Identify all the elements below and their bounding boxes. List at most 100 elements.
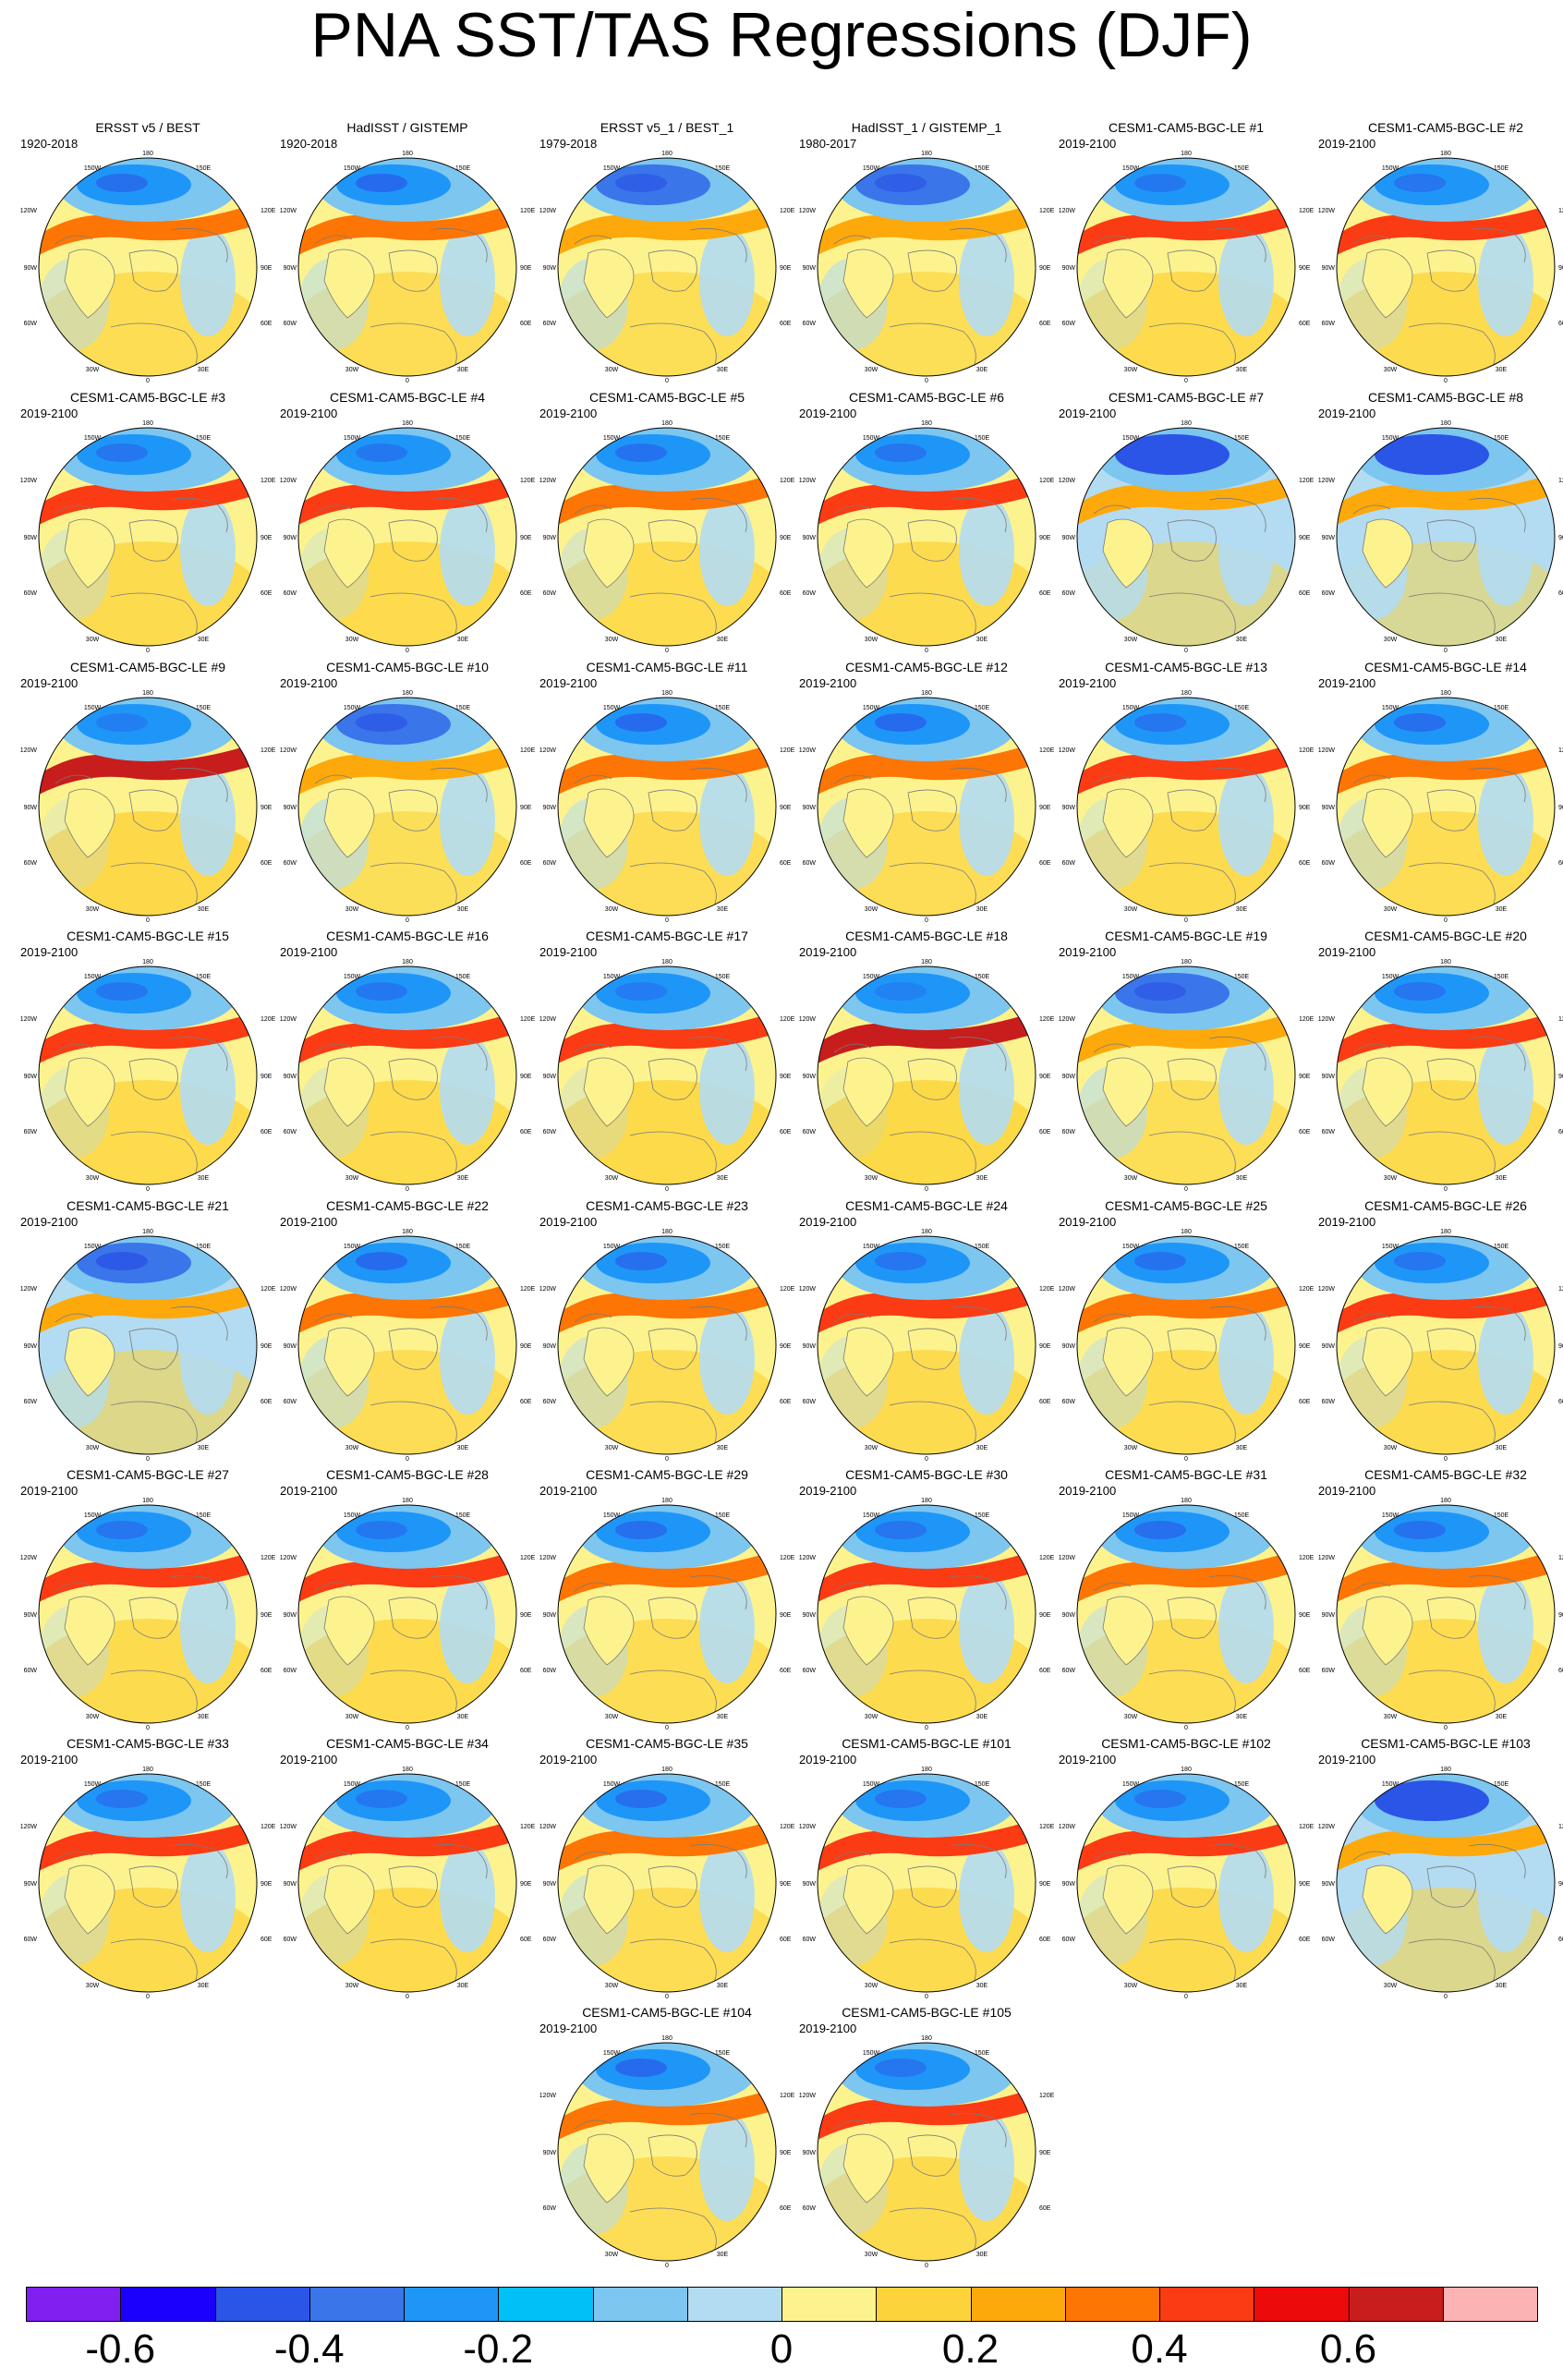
- svg-text:150W: 150W: [84, 974, 102, 980]
- svg-text:90W: 90W: [1322, 1074, 1336, 1080]
- svg-text:120E: 120E: [520, 1016, 536, 1023]
- svg-text:30W: 30W: [605, 2252, 619, 2258]
- svg-text:120W: 120W: [799, 1286, 817, 1293]
- svg-text:90W: 90W: [803, 265, 817, 272]
- polar-map: 180 150W 150E 120W 120E 90W 90E 60W 60E 30W 30E 0: [280, 1767, 536, 1998]
- svg-text:180: 180: [1440, 1498, 1451, 1504]
- svg-text:30W: 30W: [865, 906, 878, 913]
- svg-text:0: 0: [665, 378, 669, 382]
- svg-text:90E: 90E: [1039, 805, 1051, 811]
- svg-text:30E: 30E: [198, 906, 210, 913]
- svg-text:60E: 60E: [260, 1668, 273, 1674]
- svg-text:150W: 150W: [84, 1781, 102, 1788]
- svg-text:90E: 90E: [780, 805, 792, 811]
- svg-text:120W: 120W: [539, 1555, 557, 1561]
- panel-period: 2019-2100: [539, 1753, 598, 1767]
- svg-text:30W: 30W: [345, 1175, 359, 1182]
- svg-text:180: 180: [142, 1498, 153, 1504]
- polar-map: 180 150W 150E 120W 120E 90W 90E 60W 60E 30W 30E 0: [20, 1229, 276, 1461]
- svg-text:30E: 30E: [717, 906, 729, 913]
- svg-text:60W: 60W: [543, 860, 557, 867]
- svg-text:0: 0: [925, 378, 928, 382]
- svg-text:30W: 30W: [345, 1714, 359, 1720]
- svg-text:60E: 60E: [780, 1668, 792, 1674]
- svg-text:180: 180: [142, 1229, 153, 1235]
- svg-text:90E: 90E: [1039, 1612, 1051, 1619]
- svg-text:180: 180: [1181, 1229, 1192, 1235]
- svg-text:150E: 150E: [975, 1244, 990, 1250]
- colorbar: [26, 2287, 1538, 2324]
- svg-text:60E: 60E: [520, 1937, 532, 1943]
- svg-text:120E: 120E: [780, 478, 795, 484]
- svg-text:60W: 60W: [24, 1937, 38, 1943]
- polar-map: 180 150W 150E 120W 120E 90W 90E 60W 60E 30W 30E 0: [20, 959, 276, 1191]
- panel-title: CESM1-CAM5-BGC-LE #21: [67, 1198, 229, 1213]
- svg-text:120W: 120W: [539, 2093, 557, 2099]
- svg-text:150W: 150W: [1122, 1781, 1140, 1788]
- svg-text:0: 0: [406, 1725, 409, 1730]
- map-panel: CESM1-CAM5-BGC-LE #14 2019-2100 180 150W 150…: [1316, 660, 1563, 923]
- svg-text:60E: 60E: [520, 860, 532, 867]
- svg-text:120W: 120W: [539, 747, 557, 754]
- svg-text:60W: 60W: [803, 2205, 817, 2212]
- panel-period: 2019-2100: [1318, 407, 1376, 420]
- panel-period: 2019-2100: [20, 1484, 79, 1498]
- svg-text:30W: 30W: [86, 1175, 100, 1182]
- svg-text:0: 0: [665, 1456, 669, 1461]
- panel-title: CESM1-CAM5-BGC-LE #11: [586, 660, 748, 674]
- svg-text:60E: 60E: [780, 590, 792, 597]
- svg-text:180: 180: [1440, 151, 1451, 157]
- svg-text:180: 180: [921, 151, 932, 157]
- svg-text:120E: 120E: [260, 1286, 276, 1293]
- svg-text:120E: 120E: [780, 747, 795, 754]
- svg-text:90W: 90W: [803, 1881, 817, 1888]
- svg-text:60W: 60W: [24, 590, 38, 597]
- map-panel: CESM1-CAM5-BGC-LE #20 2019-2100 180 150W 150…: [1316, 929, 1563, 1192]
- svg-text:30W: 30W: [1384, 906, 1398, 913]
- svg-text:60W: 60W: [284, 590, 297, 597]
- svg-text:120W: 120W: [20, 747, 38, 754]
- panel-period: 2019-2100: [799, 1484, 857, 1498]
- polar-map: 180 150W 150E 120W 120E 90W 90E 60W 60E 30W 30E 0: [539, 959, 795, 1191]
- panel-title: CESM1-CAM5-BGC-LE #10: [326, 660, 489, 674]
- panel-title: CESM1-CAM5-BGC-LE #3: [69, 390, 226, 405]
- svg-text:30E: 30E: [976, 367, 988, 373]
- panel-title: ERSST v5_1 / BEST_1: [600, 120, 734, 135]
- svg-text:30W: 30W: [865, 1175, 878, 1182]
- svg-text:120E: 120E: [1039, 1016, 1055, 1023]
- svg-text:30E: 30E: [717, 367, 729, 373]
- svg-text:120W: 120W: [1318, 1016, 1336, 1023]
- colorbar-cell: [309, 2287, 405, 2322]
- svg-text:90E: 90E: [260, 535, 273, 541]
- svg-text:180: 180: [1440, 1767, 1451, 1773]
- svg-text:90E: 90E: [260, 1343, 273, 1350]
- panel-period: 2019-2100: [1318, 1215, 1376, 1229]
- svg-text:150W: 150W: [1382, 974, 1399, 980]
- polar-map: 180 150W 150E 120W 120E 90W 90E 60W 60E 30W 30E 0: [1059, 1229, 1315, 1461]
- panel-period: 2019-2100: [1318, 676, 1376, 690]
- colorbar-cell: [404, 2287, 500, 2322]
- svg-text:30E: 30E: [717, 1175, 729, 1182]
- svg-text:30E: 30E: [1496, 1983, 1508, 1989]
- svg-text:30W: 30W: [605, 1445, 619, 1451]
- svg-text:0: 0: [1184, 917, 1188, 922]
- svg-text:30E: 30E: [976, 1445, 988, 1451]
- svg-text:120W: 120W: [1318, 1286, 1336, 1293]
- svg-text:90W: 90W: [284, 1881, 297, 1888]
- map-panel: CESM1-CAM5-BGC-LE #6 2019-2100 180 150W 150E…: [797, 390, 1056, 653]
- svg-text:150E: 150E: [1494, 1781, 1509, 1788]
- svg-text:30E: 30E: [1236, 1445, 1248, 1451]
- svg-text:90W: 90W: [1062, 805, 1076, 811]
- svg-text:90W: 90W: [284, 265, 297, 272]
- map-panel: CESM1-CAM5-BGC-LE #33 2019-2100 180 150W 150…: [18, 1736, 277, 1999]
- svg-text:0: 0: [925, 1186, 928, 1191]
- polar-map: 180 150W 150E 120W 120E 90W 90E 60W 60E 30W 30E 0: [539, 690, 795, 922]
- svg-text:150W: 150W: [863, 974, 880, 980]
- svg-text:60W: 60W: [24, 860, 38, 867]
- polar-map: 180 150W 150E 120W 120E 90W 90E 60W 60E 30W 30E 0: [799, 690, 1055, 922]
- svg-text:90E: 90E: [780, 1612, 792, 1619]
- svg-text:150E: 150E: [196, 435, 212, 442]
- svg-text:120W: 120W: [20, 1016, 38, 1023]
- svg-text:150W: 150W: [603, 1781, 621, 1788]
- svg-text:0: 0: [146, 1725, 150, 1730]
